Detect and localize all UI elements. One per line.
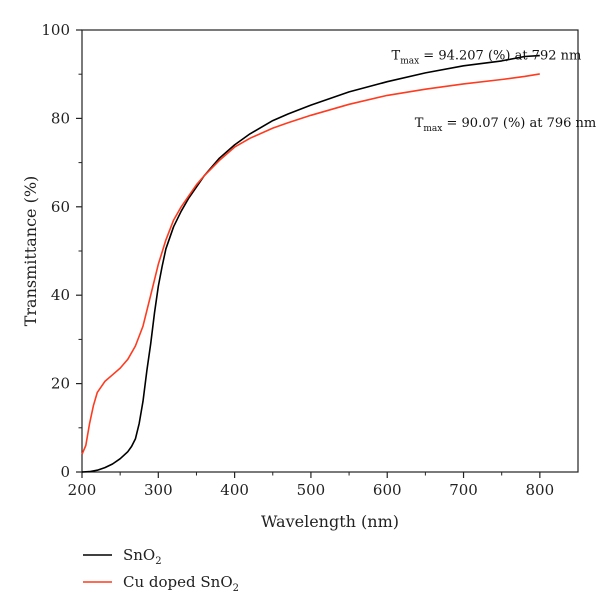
y-tick-label: 60: [51, 198, 70, 216]
y-axis: 0 20 40 60 80 100: [41, 21, 82, 481]
legend-label-cu-doped-sno2: Cu doped SnO2: [123, 573, 239, 594]
x-tick-label: 600: [373, 481, 402, 499]
series-line-sno2: [81, 54, 540, 473]
y-tick-label: 40: [51, 286, 70, 304]
legend: SnO2 Cu doped SnO2: [83, 546, 239, 594]
annotations: Tmax = 94.207 (%) at 792 nm Tmax = 90.07 …: [392, 49, 597, 134]
x-tick-label: 700: [449, 481, 478, 499]
x-tick-label: 400: [220, 481, 249, 499]
x-tick-label: 500: [297, 481, 326, 499]
x-axis: 200 300 400 500 600 700 800: [68, 472, 554, 499]
tmax-annotation-2: Tmax = 90.07 (%) at 796 nm: [415, 116, 597, 134]
y-tick-label: 20: [51, 375, 70, 393]
x-tick-label: 200: [68, 481, 97, 499]
x-tick-label: 300: [144, 481, 173, 499]
x-axis-title: Wavelength (nm): [261, 512, 399, 531]
y-tick-label: 100: [41, 21, 70, 39]
series-line-cu-doped-sno2: [81, 73, 540, 455]
plot-frame: [81, 29, 579, 473]
legend-label-sno2: SnO2: [123, 546, 162, 567]
y-tick-label: 0: [60, 463, 70, 481]
y-axis-title: Transmittance (%): [21, 176, 40, 327]
tmax-annotation-1: Tmax = 94.207 (%) at 792 nm: [392, 49, 582, 67]
x-tick-label: 800: [526, 481, 555, 499]
series-layer: [81, 54, 540, 473]
y-tick-label: 80: [51, 109, 70, 127]
